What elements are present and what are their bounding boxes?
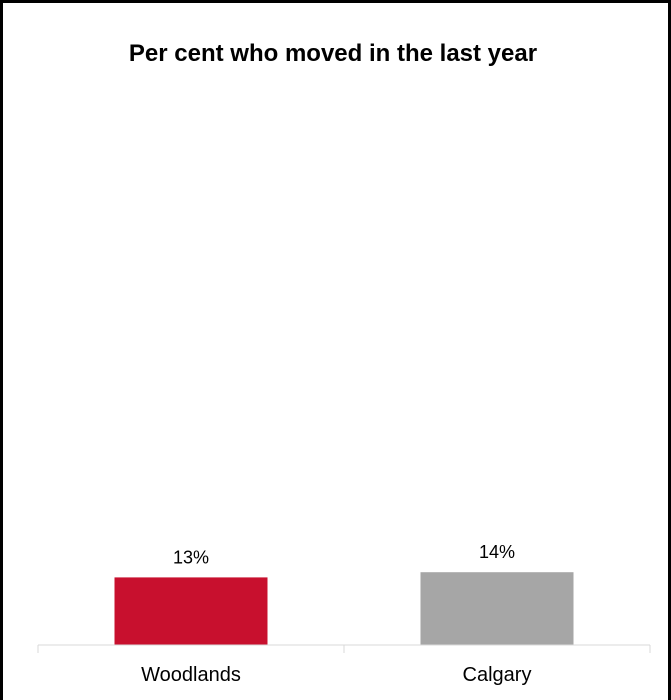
bar-woodlands [114,577,268,645]
x-axis [37,644,651,653]
x-tick-label-woodlands: Woodlands [141,664,241,686]
x-tick-label-calgary: Calgary [463,664,532,686]
bars-layer [114,572,574,645]
data-label-calgary: 14% [479,542,515,562]
bar-calgary [420,572,574,645]
labels-layer: 13% Woodlands 14% Calgary [141,542,531,686]
chart-title: Per cent who moved in the last year [128,40,538,67]
data-label-woodlands: 13% [173,547,209,567]
